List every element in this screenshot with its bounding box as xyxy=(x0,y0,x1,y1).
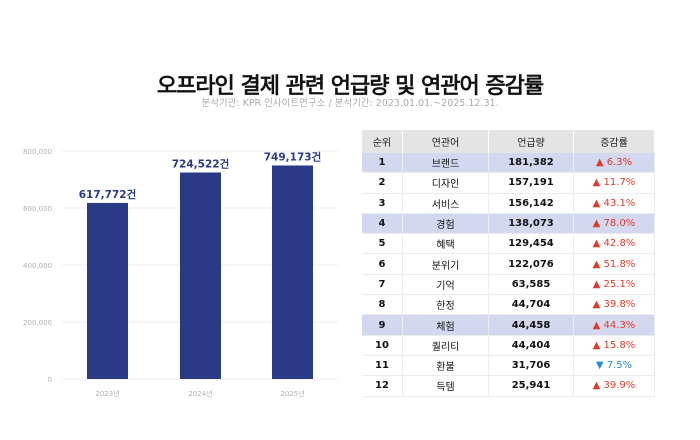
change-cell: ▲ 6.3% xyxy=(573,153,655,174)
bar xyxy=(272,165,313,379)
table-row: 8 한정 44,704 ▲ 39.8% xyxy=(362,294,655,316)
header-rank: 순위 xyxy=(362,130,403,153)
rank-cell: 5 xyxy=(362,233,403,255)
y-tick-label: 800,000 xyxy=(23,148,52,156)
count-cell: 44,458 xyxy=(488,314,574,336)
change-cell: ▲ 44.3% xyxy=(573,314,655,336)
rank-cell: 6 xyxy=(362,253,403,275)
word-cell: 서비스 xyxy=(402,193,489,214)
count-cell: 25,941 xyxy=(488,375,574,397)
word-cell: 혜택 xyxy=(402,233,489,255)
rank-cell: 1 xyxy=(362,153,403,174)
data-label: 749,173건 xyxy=(264,150,321,163)
y-tick-label: 600,000 xyxy=(23,205,52,213)
change-cell: ▲ 25.1% xyxy=(573,274,655,296)
rank-cell: 11 xyxy=(362,355,403,377)
y-tick-label: 200,000 xyxy=(23,319,52,327)
word-cell: 분위기 xyxy=(402,253,489,275)
table-row: 4 경험 138,073 ▲ 78.0% xyxy=(362,213,655,235)
count-cell: 63,585 xyxy=(488,274,574,296)
x-tick-label: 2024년 xyxy=(188,389,212,398)
rank-cell: 4 xyxy=(362,213,403,235)
word-cell: 한정 xyxy=(402,294,489,316)
table-row: 1 브랜드 181,382 ▲ 6.3% xyxy=(362,153,655,174)
change-cell: ▲ 39.8% xyxy=(573,294,655,316)
change-cell: ▲ 43.1% xyxy=(573,193,655,214)
table-row: 2 디자인 157,191 ▲ 11.7% xyxy=(362,172,655,194)
table-row: 5 혜택 129,454 ▲ 42.8% xyxy=(362,233,655,255)
table-row: 9 체험 44,458 ▲ 44.3% xyxy=(362,314,655,336)
change-cell: ▲ 11.7% xyxy=(573,172,655,194)
count-cell: 129,454 xyxy=(488,233,574,255)
change-cell: ▲ 78.0% xyxy=(573,213,655,235)
bar-chart: 0 200,000 400,000 600,000 800,000 617,772건 202… xyxy=(23,148,338,398)
change-cell: ▲ 51.8% xyxy=(573,253,655,275)
word-cell: 브랜드 xyxy=(402,153,489,174)
change-cell: ▲ 42.8% xyxy=(573,233,655,255)
word-cell: 환불 xyxy=(402,355,489,377)
table-row: 11 환불 31,706 ▼ 7.5% xyxy=(362,355,655,377)
x-tick-label: 2023년 xyxy=(95,389,119,398)
count-cell: 156,142 xyxy=(488,193,574,214)
count-cell: 44,404 xyxy=(488,335,574,356)
count-cell: 122,076 xyxy=(488,253,574,275)
y-tick-label: 0 xyxy=(48,376,52,384)
keyword-table: 순위 연관어 언급량 증감률 1 브랜드 181,382 ▲ 6.3% 2 디자인 157,… xyxy=(362,130,655,397)
table-row: 7 기억 63,585 ▲ 25.1% xyxy=(362,274,655,296)
count-cell: 138,073 xyxy=(488,213,574,235)
rank-cell: 3 xyxy=(362,193,403,214)
word-cell: 디자인 xyxy=(402,172,489,194)
header-word: 연관어 xyxy=(402,130,489,153)
rank-cell: 2 xyxy=(362,172,403,194)
word-cell: 기억 xyxy=(402,274,489,296)
page-title: 오프라인 결제 관련 언급량 및 연관어 증감률 xyxy=(156,74,544,99)
table-row: 10 퀄리티 44,404 ▲ 15.8% xyxy=(362,335,655,356)
word-cell: 체험 xyxy=(402,314,489,336)
bar xyxy=(180,172,221,379)
count-cell: 44,704 xyxy=(488,294,574,316)
word-cell: 득템 xyxy=(402,375,489,397)
change-cell: ▲ 15.8% xyxy=(573,335,655,356)
change-cell: ▲ 39.9% xyxy=(573,375,655,397)
header-count: 언급량 xyxy=(488,130,574,153)
y-tick-label: 400,000 xyxy=(23,262,52,270)
header-change: 증감률 xyxy=(573,130,655,153)
rank-cell: 9 xyxy=(362,314,403,336)
rank-cell: 8 xyxy=(362,294,403,316)
count-cell: 181,382 xyxy=(488,153,574,174)
rank-cell: 7 xyxy=(362,274,403,296)
change-cell: ▼ 7.5% xyxy=(573,355,655,377)
x-tick-label: 2025년 xyxy=(280,389,304,398)
rank-cell: 12 xyxy=(362,375,403,397)
data-label: 617,772건 xyxy=(79,188,136,201)
count-cell: 157,191 xyxy=(488,172,574,194)
count-cell: 31,706 xyxy=(488,355,574,377)
word-cell: 퀄리티 xyxy=(402,335,489,356)
table-row: 6 분위기 122,076 ▲ 51.8% xyxy=(362,253,655,275)
table-row: 3 서비스 156,142 ▲ 43.1% xyxy=(362,193,655,214)
table-header-row: 순위 연관어 언급량 증감률 xyxy=(362,130,655,153)
rank-cell: 10 xyxy=(362,335,403,356)
page-subtitle: 분석기관: KPR 인사이트연구소 / 분석기간: 2023.01.01.~20… xyxy=(201,98,499,109)
bar xyxy=(87,202,128,379)
word-cell: 경험 xyxy=(402,213,489,235)
data-label: 724,522건 xyxy=(172,158,229,171)
table-row: 12 득템 25,941 ▲ 39.9% xyxy=(362,375,655,397)
